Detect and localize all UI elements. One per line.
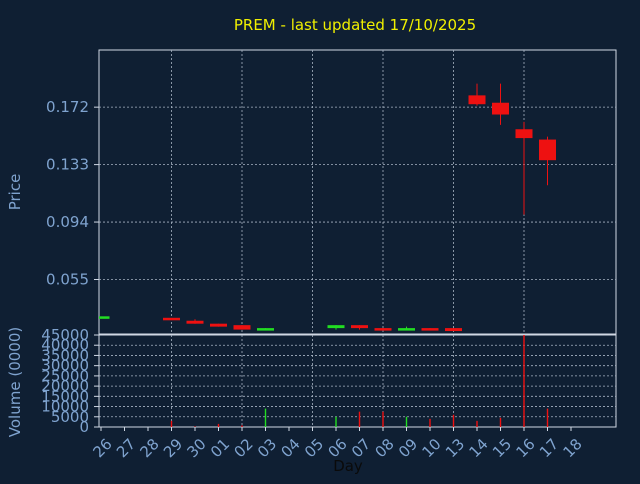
x-tick-label: 28 — [137, 435, 163, 461]
price-plot-area — [98, 49, 617, 335]
price-grid — [99, 50, 616, 334]
volume-bar — [429, 418, 431, 427]
x-tick-label: 01 — [207, 435, 233, 461]
volume-bar — [382, 411, 384, 427]
x-tick-label: 30 — [184, 435, 210, 461]
candle-body — [186, 320, 204, 324]
x-axis-label: Day — [333, 457, 363, 475]
volume-bar — [476, 420, 478, 427]
x-tick-label: 29 — [160, 435, 186, 461]
candle-body — [233, 325, 251, 330]
volume-bar — [499, 417, 502, 427]
candles — [99, 83, 556, 332]
volume-bar — [335, 416, 337, 427]
volume-bar — [405, 416, 408, 427]
candle-body — [468, 95, 486, 105]
price-y-tick-label: 0.133 — [46, 156, 89, 174]
volume-y-tick-label: 5000 — [51, 408, 89, 426]
candle-body — [327, 325, 345, 329]
volume-y-tick-label: 40000 — [41, 336, 89, 354]
candle-body — [257, 328, 274, 331]
candle-body — [515, 129, 533, 139]
volume-y-tick-label: 35000 — [41, 346, 89, 364]
price-y-tick-label: 0.172 — [46, 98, 89, 116]
volume-grid — [99, 335, 616, 427]
price-y-tick-label: 0.055 — [46, 270, 89, 288]
x-tick-label: 04 — [278, 435, 304, 461]
volume-y-tick-label: 20000 — [41, 377, 89, 395]
volume-bar — [170, 420, 173, 427]
volume-y-ticks: 0500010000150002000025000300003500040000… — [41, 326, 99, 436]
volume-y-tick-label: 10000 — [41, 398, 89, 416]
volume-bar — [358, 411, 361, 427]
x-tick-label: 15 — [489, 435, 515, 461]
candle-body — [492, 102, 509, 115]
x-tick-label: 10 — [419, 435, 445, 461]
volume-bar — [194, 426, 196, 427]
price-y-ticks: 0.055 0.094 0.133 0.172 — [46, 98, 99, 288]
x-tick-label: 02 — [231, 435, 257, 461]
volume-bar — [452, 414, 455, 427]
x-tick-label: 17 — [536, 435, 562, 461]
x-tick-label: 09 — [395, 435, 421, 461]
x-tick-label: 13 — [442, 435, 468, 461]
candle-body — [445, 328, 462, 332]
price-axis-label: Price — [6, 174, 24, 211]
volume-axis-label: Volume (0000) — [6, 327, 24, 437]
volume-bar — [523, 335, 525, 427]
x-tick-label: 18 — [560, 435, 586, 461]
x-tick-label: 27 — [113, 435, 139, 461]
volume-bar — [217, 423, 220, 427]
volume-y-tick-label: 0 — [79, 418, 89, 436]
candle-body — [374, 328, 392, 331]
volume-bar — [546, 408, 549, 427]
candle-body — [398, 328, 415, 331]
x-tick-label: 26 — [90, 435, 116, 461]
volume-y-tick-label: 25000 — [41, 367, 89, 385]
x-tick-label: 14 — [466, 435, 492, 461]
candle-body — [210, 323, 227, 327]
price-y-tick-label: 0.094 — [46, 213, 89, 231]
volume-bar — [264, 408, 267, 427]
volume-y-tick-label: 30000 — [41, 357, 89, 375]
chart-title: PREM - last updated 17/10/2025 — [234, 16, 476, 34]
x-tick-label: 08 — [372, 435, 398, 461]
candle-body — [421, 328, 439, 331]
x-tick-label: 16 — [513, 435, 539, 461]
x-tick-label: 05 — [301, 435, 327, 461]
volume-plot-area — [98, 334, 617, 428]
candle-body — [539, 139, 556, 161]
volume-y-tick-label: 15000 — [41, 387, 89, 405]
volume-bars — [170, 335, 549, 427]
x-tick-label: 03 — [254, 435, 280, 461]
candle-body — [99, 316, 110, 319]
candle-body — [351, 325, 368, 329]
volume-bar — [241, 425, 243, 427]
volume-y-tick-label: 45000 — [41, 326, 89, 344]
candle-body — [163, 317, 180, 321]
